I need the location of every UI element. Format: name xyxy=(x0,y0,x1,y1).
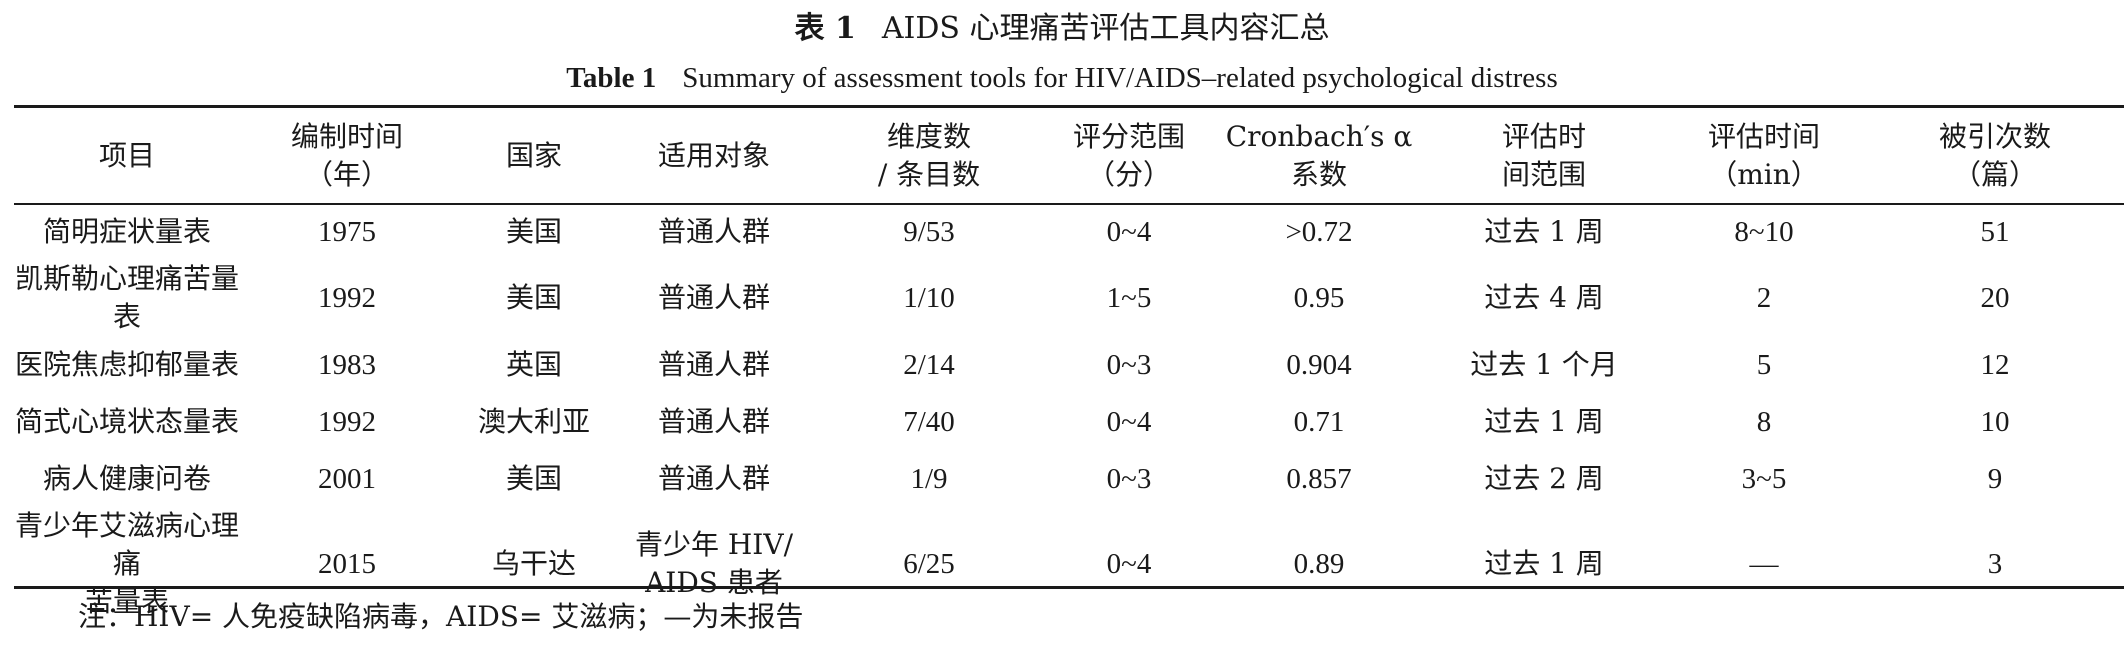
table-row: 简式心境状态量表 1992 澳大利亚 普通人群 7/40 0~4 0.71 过去… xyxy=(14,393,2124,450)
assessment-tools-table: 项目 编制时间 （年） 国家 适用对象 维度数 / 条目数 评分范围 （分） Cron… xyxy=(14,108,2124,621)
cell-item: 病人健康问卷 xyxy=(42,461,211,495)
cell-period: 过去 1 个月 xyxy=(1470,347,1618,381)
cell-country: 美国 xyxy=(505,281,562,314)
cell-time: 5 xyxy=(1756,348,1772,381)
cell-target: 青少年 HIV/AIDS 患者 xyxy=(634,528,794,599)
cell-year: 1992 xyxy=(318,282,376,314)
cell-dimensions: 9/53 xyxy=(903,215,955,248)
cell-time: 2 xyxy=(1756,282,1772,314)
cell-citations: 20 xyxy=(1980,282,2010,314)
cell-time: 8~10 xyxy=(1734,215,1794,248)
header-item: 项目 xyxy=(98,138,155,172)
cell-alpha: 0.904 xyxy=(1286,348,1352,381)
header-score-range: 评分范围 （分） xyxy=(1072,119,1185,191)
cell-score-range: 0~4 xyxy=(1106,215,1152,248)
table-footnote: 注：HIV= 人免疫缺陷病毒，AIDS= 艾滋病；—为未报告 xyxy=(78,600,804,633)
cell-country: 澳大利亚 xyxy=(477,404,590,438)
table-row: 简明症状量表 1975 美国 普通人群 9/53 0~4 >0.72 过去 1 … xyxy=(14,203,2124,260)
cell-dimensions: 1/9 xyxy=(910,462,948,495)
cell-alpha: 0.71 xyxy=(1293,405,1345,438)
cell-time: 3~5 xyxy=(1741,462,1787,495)
cell-time: 8 xyxy=(1756,405,1772,438)
table-title-chinese: 表 1 AIDS 心理痛苦评估工具内容汇总 xyxy=(0,8,2124,50)
cell-score-range: 0~3 xyxy=(1106,348,1152,381)
cell-target: 普通人群 xyxy=(657,281,770,314)
header-assessment-time: 评估时间 （min） xyxy=(1707,119,1820,191)
cell-time: — xyxy=(1749,548,1779,580)
cell-item: 青少年艾滋病心理痛 苦量表 xyxy=(14,509,239,618)
cell-year: 2015 xyxy=(318,548,376,580)
header-rule xyxy=(14,203,2124,205)
table-title-english: Table 1 Summary of assessment tools for H… xyxy=(0,58,2124,98)
cell-year: 2001 xyxy=(318,462,376,495)
cell-country: 美国 xyxy=(505,214,562,248)
cell-citations: 51 xyxy=(1980,215,2010,248)
cell-target: 普通人群 xyxy=(657,461,770,495)
cell-target: 普通人群 xyxy=(657,347,770,381)
cell-year: 1975 xyxy=(318,215,376,248)
cell-citations: 3 xyxy=(1987,548,2003,580)
cell-alpha: 0.857 xyxy=(1286,462,1352,495)
header-target: 适用对象 xyxy=(657,138,770,172)
cell-period: 过去 4 周 xyxy=(1484,281,1604,314)
table-label-english: Table 1 xyxy=(566,62,657,94)
header-row: 项目 编制时间 （年） 国家 适用对象 维度数 / 条目数 评分范围 （分） Cron… xyxy=(14,108,2124,203)
cell-citations: 12 xyxy=(1980,348,2010,381)
cell-citations: 10 xyxy=(1980,405,2010,438)
cell-dimensions: 1/10 xyxy=(903,282,955,314)
header-country: 国家 xyxy=(505,138,562,172)
header-dimensions: 维度数 / 条目数 xyxy=(877,119,981,191)
cell-alpha: 0.89 xyxy=(1293,548,1345,580)
table-row: 凯斯勒心理痛苦量表 1992 美国 普通人群 1/10 1~5 0.95 过去 … xyxy=(14,260,2124,336)
header-year: 编制时间 （年） xyxy=(290,119,403,191)
cell-period: 过去 1 周 xyxy=(1484,547,1604,580)
cell-alpha: 0.95 xyxy=(1293,282,1345,314)
cell-score-range: 0~3 xyxy=(1106,462,1152,495)
cell-target: 普通人群 xyxy=(657,404,770,438)
cell-item: 医院焦虑抑郁量表 xyxy=(14,347,239,381)
cell-year: 1983 xyxy=(318,348,376,381)
cell-country: 美国 xyxy=(505,461,562,495)
header-citations: 被引次数 （篇） xyxy=(1938,119,2051,191)
cell-year: 1992 xyxy=(318,405,376,438)
cell-period: 过去 2 周 xyxy=(1484,461,1604,495)
cell-citations: 9 xyxy=(1987,462,2003,495)
table-caption-chinese: AIDS 心理痛苦评估工具内容汇总 xyxy=(881,11,1330,46)
table-row: 青少年艾滋病心理痛 苦量表 2015 乌干达 青少年 HIV/AIDS 患者 6/… xyxy=(14,507,2124,621)
header-cronbach-alpha: Cronbach′s α 系数 xyxy=(1225,119,1413,191)
cell-country: 英国 xyxy=(505,347,562,381)
top-rule xyxy=(14,105,2124,108)
cell-period: 过去 1 周 xyxy=(1484,404,1604,438)
cell-score-range: 0~4 xyxy=(1106,548,1152,580)
cell-dimensions: 7/40 xyxy=(903,405,955,438)
table-row: 医院焦虑抑郁量表 1983 英国 普通人群 2/14 0~3 0.904 过去 … xyxy=(14,336,2124,393)
cell-item: 简式心境状态量表 xyxy=(14,404,239,438)
cell-item: 凯斯勒心理痛苦量表 xyxy=(14,262,239,333)
cell-dimensions: 2/14 xyxy=(903,348,955,381)
header-assessment-period: 评估时 间范围 xyxy=(1501,119,1586,191)
cell-period: 过去 1 周 xyxy=(1484,214,1604,248)
cell-item: 简明症状量表 xyxy=(42,214,211,248)
table-caption-english: Summary of assessment tools for HIV/AIDS… xyxy=(682,62,1558,94)
cell-country: 乌干达 xyxy=(491,547,576,580)
cell-target: 普通人群 xyxy=(657,214,770,248)
cell-score-range: 1~5 xyxy=(1106,282,1152,314)
cell-score-range: 0~4 xyxy=(1106,405,1152,438)
cell-dimensions: 6/25 xyxy=(903,548,955,580)
table-label-chinese: 表 1 xyxy=(794,11,856,46)
bottom-rule xyxy=(14,586,2124,589)
cell-alpha: >0.72 xyxy=(1285,215,1353,248)
table-row: 病人健康问卷 2001 美国 普通人群 1/9 0~3 0.857 过去 2 周… xyxy=(14,450,2124,507)
